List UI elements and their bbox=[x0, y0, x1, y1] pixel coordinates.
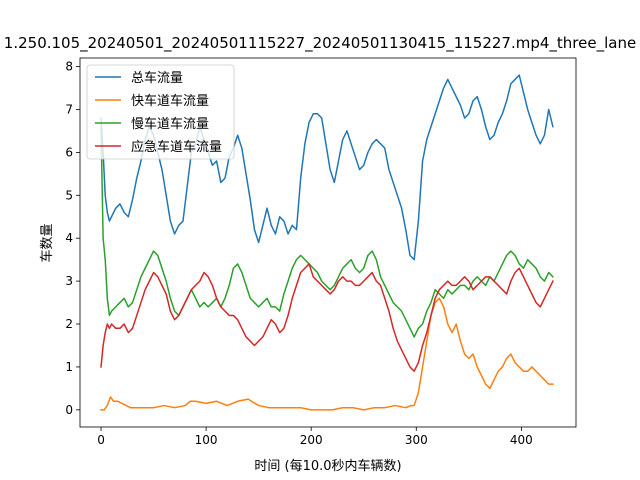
x-tick-label: 400 bbox=[510, 433, 533, 447]
legend-label-2: 慢车道车流量 bbox=[131, 116, 209, 132]
series-line-1 bbox=[100, 297, 554, 411]
y-tick-label: 3 bbox=[65, 274, 73, 288]
y-tick-label: 6 bbox=[65, 145, 73, 159]
x-tick-label: 0 bbox=[97, 433, 105, 447]
x-tick-label: 200 bbox=[300, 433, 323, 447]
x-axis-ticks: 0 100 200 300 400 bbox=[97, 427, 533, 447]
plot-frame bbox=[79, 57, 577, 428]
x-tick-label: 100 bbox=[195, 433, 218, 447]
y-tick-label: 2 bbox=[65, 317, 73, 331]
series-line-0 bbox=[100, 74, 554, 261]
plot-lines bbox=[100, 74, 554, 411]
x-tick-label: 300 bbox=[405, 433, 428, 447]
series-line-3 bbox=[100, 263, 554, 372]
y-axis-ticks: 0 1 2 3 4 5 6 7 8 bbox=[65, 60, 80, 417]
y-tick-label: 8 bbox=[65, 60, 73, 74]
series-line-2 bbox=[100, 125, 554, 338]
y-axis-label: 车数量 bbox=[39, 223, 55, 262]
y-tick-label: 0 bbox=[65, 403, 73, 417]
y-tick-label: 7 bbox=[65, 102, 73, 116]
legend-label-3: 应急车道车流量 bbox=[131, 139, 222, 155]
legend-label-1: 快车道车流量 bbox=[131, 93, 209, 109]
legend-box bbox=[86, 64, 235, 160]
x-axis-label: 时间 (每10.0秒内车辆数) bbox=[254, 458, 401, 474]
y-tick-label: 5 bbox=[65, 188, 73, 202]
y-tick-label: 1 bbox=[65, 360, 73, 374]
legend-label-0: 总车流量 bbox=[131, 70, 183, 86]
y-tick-label: 4 bbox=[65, 231, 73, 245]
chart-title: 1.250.105_20240501_20240501115227_202405… bbox=[4, 34, 636, 53]
